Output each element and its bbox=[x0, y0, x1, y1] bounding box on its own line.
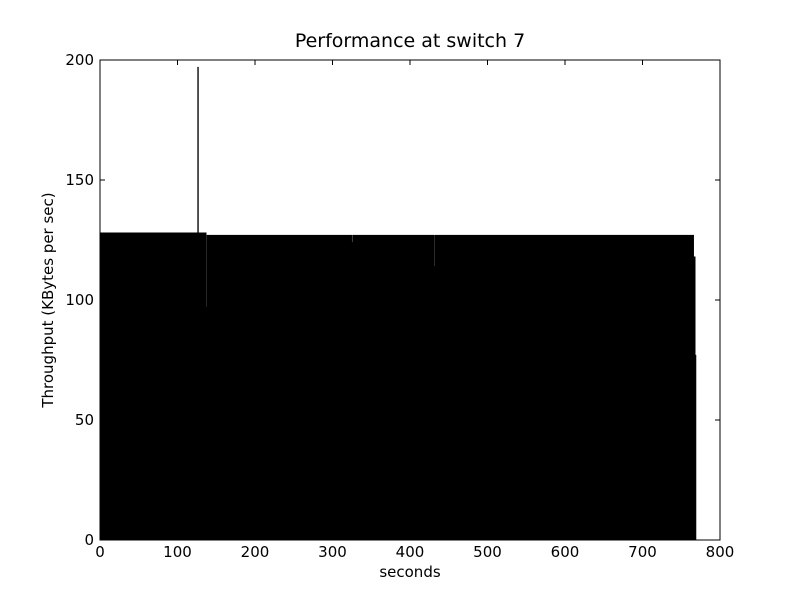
y-tick-label: 200 bbox=[65, 51, 94, 69]
x-tick-label: 0 bbox=[95, 543, 105, 561]
y-tick-label: 100 bbox=[65, 291, 94, 309]
bar bbox=[434, 234, 694, 541]
x-tick-label: 100 bbox=[163, 543, 192, 561]
bar bbox=[99, 232, 198, 541]
bar bbox=[352, 234, 435, 541]
x-tick-label: 800 bbox=[706, 543, 735, 561]
y-tick-label: 50 bbox=[75, 411, 94, 429]
x-tick-label: 500 bbox=[473, 543, 502, 561]
bar bbox=[198, 232, 207, 541]
x-tick-label: 400 bbox=[396, 543, 425, 561]
y-tick-label: 0 bbox=[84, 531, 94, 549]
chart-title: Performance at switch 7 bbox=[295, 30, 525, 52]
x-tick-label: 700 bbox=[628, 543, 657, 561]
y-axis-label: Throughput (KBytes per sec) bbox=[39, 192, 57, 408]
bar bbox=[206, 234, 353, 541]
x-tick-label: 600 bbox=[551, 543, 580, 561]
x-axis-label: seconds bbox=[379, 563, 440, 581]
bar bbox=[694, 354, 697, 541]
y-tick-label: 150 bbox=[65, 171, 94, 189]
x-tick-label: 200 bbox=[241, 543, 270, 561]
x-tick-label: 300 bbox=[318, 543, 347, 561]
